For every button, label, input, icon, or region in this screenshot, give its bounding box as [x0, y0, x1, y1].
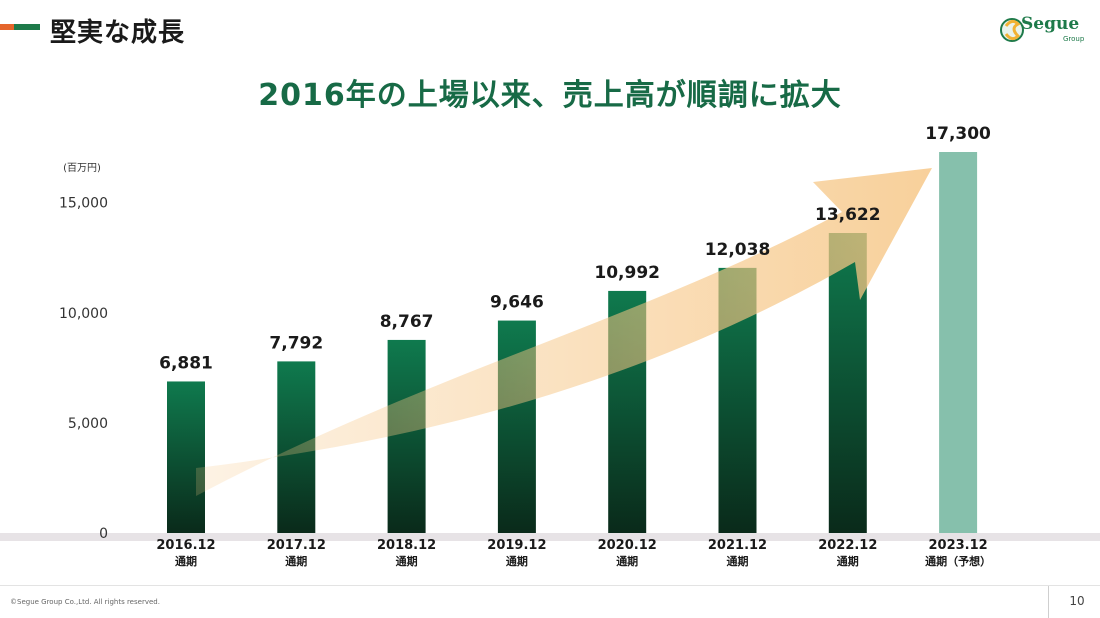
x-tick-label: 2018.12	[377, 538, 436, 553]
x-tick-label: 2017.12	[267, 538, 326, 553]
data-label: 10,992	[594, 263, 660, 283]
data-label: 7,792	[269, 333, 323, 353]
segue-logo	[1000, 18, 1024, 42]
title-accent-bar	[0, 24, 40, 30]
y-tick-label: 15,000	[59, 196, 108, 212]
forecast-bar	[939, 152, 978, 533]
data-label: 8,767	[380, 312, 434, 332]
x-tick-label: 2016.12	[156, 538, 215, 553]
footer-divider-line	[0, 585, 1100, 586]
x-tick-label: 2019.12	[487, 538, 546, 553]
x-tick-sublabel: 通期	[175, 554, 197, 568]
trend-arrow	[196, 168, 932, 496]
y-axis-unit-label: (百万円)	[63, 162, 101, 174]
x-tick-sublabel: 通期	[506, 554, 528, 568]
y-tick-label: 10,000	[59, 306, 108, 322]
y-tick-label: 5,000	[68, 416, 108, 432]
data-label: 12,038	[705, 240, 771, 260]
page-number: 10	[1069, 594, 1085, 608]
logo-swoosh-icon	[1004, 19, 1021, 41]
bar	[167, 381, 205, 533]
x-axis-baseline	[0, 533, 1100, 541]
chart-headline: 2016年の上場以来、売上高が順調に拡大	[258, 78, 842, 113]
x-tick-sublabel: 通期	[727, 554, 749, 568]
page-number-divider	[1048, 586, 1049, 618]
data-label: 17,300	[925, 124, 991, 144]
x-tick-label: 2021.12	[708, 538, 767, 553]
x-tick-label: 2020.12	[598, 538, 657, 553]
x-tick-sublabel: 通期	[396, 554, 418, 568]
x-tick-sublabel: 通期	[837, 554, 859, 568]
x-tick-sublabel: 通期	[285, 554, 307, 568]
data-label: 13,622	[815, 205, 881, 225]
title-accent-green	[14, 24, 40, 30]
y-tick-label: 0	[99, 526, 108, 542]
logo-subtext: Group	[1063, 35, 1085, 43]
bar	[387, 339, 426, 533]
title-accent-orange	[0, 24, 14, 30]
x-tick-sublabel: 通期	[616, 554, 638, 568]
footer-copyright: ©Segue Group Co.,Ltd. All rights reserve…	[10, 598, 160, 606]
x-tick-label: 2023.12	[928, 538, 987, 553]
data-label: 9,646	[490, 293, 544, 313]
page-title: 堅実な成長	[50, 18, 186, 48]
data-label: 6,881	[159, 353, 213, 373]
x-tick-sublabel: 通期（予想）	[925, 554, 991, 568]
logo-text: Segue	[1021, 14, 1080, 34]
x-tick-label: 2022.12	[818, 538, 877, 553]
